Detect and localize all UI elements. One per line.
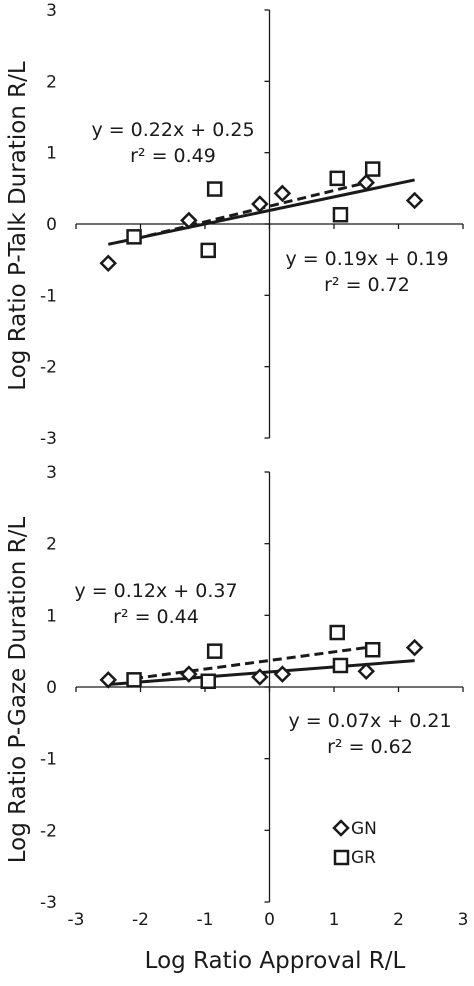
legend-square-marker bbox=[333, 849, 350, 866]
bottom-gr-fit-line bbox=[133, 645, 373, 681]
top-plot-area: -3 -2 -1 0 1 2 3 bbox=[40, 1, 464, 449]
bottom-y-axis-title: Log Ratio P-Gaze Duration R/L bbox=[5, 517, 31, 864]
bottom-gr-equation: y = 0.12x + 0.37 bbox=[74, 580, 237, 602]
legend-label-gn: GN bbox=[351, 819, 377, 839]
bottom-y-tick-label: -2 bbox=[40, 821, 57, 841]
top-y-tick-label: 3 bbox=[46, 1, 57, 21]
bottom-plot-area: -3 -2 -1 0 1 2 3 -3 -2 -1 0 1 2 3 bbox=[40, 463, 468, 930]
top-y-tick-label: -3 bbox=[40, 429, 57, 449]
bottom-gr-point bbox=[332, 657, 349, 674]
bottom-y-tick-label: -1 bbox=[40, 750, 57, 770]
bottom-gr-point bbox=[206, 643, 223, 659]
bottom-x-tick-label: 2 bbox=[393, 910, 404, 930]
bottom-y-tick-label: -3 bbox=[40, 893, 57, 913]
top-gn-point bbox=[180, 211, 198, 230]
top-gr-point bbox=[126, 229, 142, 245]
top-gn-point bbox=[357, 173, 376, 192]
bottom-x-tick-label: 1 bbox=[329, 910, 340, 930]
top-gr-point bbox=[206, 181, 223, 197]
bottom-x-tick-label: -3 bbox=[68, 910, 85, 930]
top-gr-point bbox=[332, 206, 349, 223]
top-gn-point bbox=[99, 254, 118, 273]
bottom-gn-point bbox=[357, 662, 376, 681]
bottom-y-tick-label: 2 bbox=[46, 535, 57, 555]
bottom-x-tick-label: -2 bbox=[132, 910, 149, 930]
top-y-axis-title: Log Ratio P-Talk Duration R/L bbox=[5, 61, 31, 391]
bottom-gn-r2: r² = 0.62 bbox=[327, 736, 413, 758]
bottom-gr-r2: r² = 0.44 bbox=[113, 606, 199, 628]
bottom-gn-equation: y = 0.07x + 0.21 bbox=[288, 710, 451, 732]
bottom-gn-point bbox=[99, 671, 118, 689]
bottom-x-tick-label: 3 bbox=[458, 910, 469, 930]
bottom-gr-point bbox=[329, 624, 345, 641]
bottom-y-tick-label: 0 bbox=[46, 678, 57, 698]
bottom-gr-point bbox=[200, 673, 216, 690]
bottom-gr-point bbox=[126, 672, 142, 688]
top-gn-point bbox=[405, 191, 424, 210]
top-gr-point bbox=[364, 161, 381, 177]
top-y-tick-label: -1 bbox=[40, 286, 57, 306]
top-y-tick-label: 0 bbox=[46, 215, 57, 235]
top-panel: Log Ratio P-Talk Duration R/L y = 0.22x … bbox=[5, 1, 464, 449]
bottom-gr-point bbox=[364, 641, 381, 658]
top-gr-point bbox=[329, 170, 345, 187]
top-gr-fit-line bbox=[133, 179, 374, 241]
top-gn-point bbox=[273, 184, 292, 203]
bottom-x-axis-title: Log Ratio Approval R/L bbox=[145, 948, 406, 974]
top-y-tick-label: -2 bbox=[40, 358, 57, 378]
bottom-y-tick-label: 3 bbox=[46, 463, 57, 483]
top-gn-r2: r² = 0.72 bbox=[324, 274, 410, 296]
legend: GN GR bbox=[332, 819, 377, 868]
bottom-x-tick-label: 0 bbox=[264, 910, 275, 930]
top-gr-r2: r² = 0.49 bbox=[130, 145, 216, 167]
top-gn-fit-line bbox=[107, 178, 415, 246]
top-gr-equation: y = 0.22x + 0.25 bbox=[91, 119, 254, 141]
legend-label-gr: GR bbox=[351, 848, 376, 868]
legend-diamond-marker bbox=[332, 819, 350, 837]
top-gn-point bbox=[251, 195, 269, 213]
bottom-gn-point bbox=[273, 665, 292, 683]
bottom-gn-point bbox=[251, 668, 269, 686]
bottom-y-tick-label: 1 bbox=[46, 606, 57, 626]
bottom-gn-point bbox=[180, 665, 198, 683]
top-y-tick-label: 2 bbox=[46, 72, 57, 92]
top-y-tick-label: 1 bbox=[46, 144, 57, 164]
top-gr-point bbox=[200, 242, 216, 259]
bottom-gn-point bbox=[405, 638, 424, 657]
top-gn-equation: y = 0.19x + 0.19 bbox=[285, 248, 448, 270]
bottom-panel: Log Ratio P-Gaze Duration R/L Log Ratio … bbox=[5, 463, 468, 974]
bottom-x-tick-label: -1 bbox=[197, 910, 214, 930]
